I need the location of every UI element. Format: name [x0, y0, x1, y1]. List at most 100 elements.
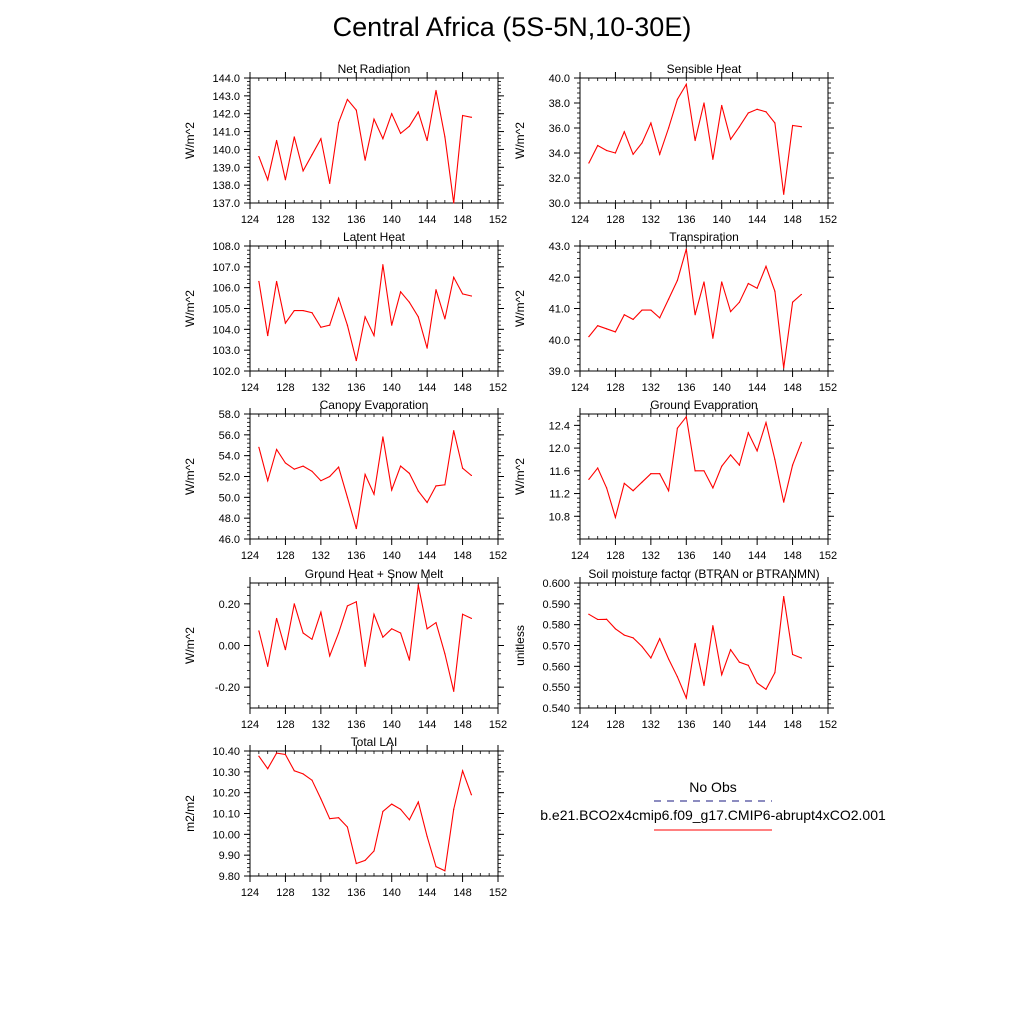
- x-tick-label: 124: [241, 719, 259, 731]
- data-point: [426, 347, 428, 349]
- y-tick-label: 0.560: [542, 661, 570, 673]
- data-point: [284, 462, 287, 464]
- x-tick-label: 152: [489, 214, 507, 226]
- data-point: [712, 487, 714, 489]
- x-tick-label: 140: [383, 214, 401, 226]
- data-point: [614, 152, 617, 154]
- series-line: [588, 415, 802, 520]
- y-tick-label: 140.0: [212, 144, 240, 156]
- data-point: [426, 501, 428, 504]
- panel-title: Net Radiation: [338, 62, 411, 76]
- y-tick-label: 54.0: [219, 451, 240, 463]
- panel-title: Total LAI: [351, 735, 398, 749]
- data-point: [721, 674, 723, 676]
- data-point: [783, 595, 785, 598]
- data-point: [408, 659, 411, 661]
- data-point: [373, 493, 375, 495]
- panel-transpiration: Transpiration W/m^2 124 128 132 136 140 144 148 1…: [513, 230, 837, 394]
- series-line: [258, 752, 472, 872]
- data-point: [355, 109, 357, 111]
- data-point: [444, 870, 446, 872]
- data-point: [337, 466, 340, 468]
- x-tick-label: 136: [677, 719, 695, 731]
- data-point: [302, 632, 304, 634]
- data-point: [284, 753, 287, 756]
- data-point: [774, 290, 776, 292]
- y-tick-label: 58.0: [219, 409, 240, 421]
- data-point: [275, 752, 278, 754]
- data-point: [426, 628, 428, 630]
- y-axis-label: m2/m2: [183, 795, 197, 832]
- y-axis-label: W/m^2: [183, 458, 197, 495]
- x-tick-label: 124: [241, 887, 259, 899]
- x-tick-label: 144: [748, 719, 766, 731]
- panel-title: Ground Heat + Snow Melt: [305, 567, 444, 581]
- data-point: [605, 328, 608, 330]
- panel-title: Ground Evaporation: [650, 398, 757, 412]
- data-point: [311, 154, 313, 156]
- data-point: [783, 193, 785, 195]
- data-point: [614, 331, 617, 333]
- data-point: [399, 291, 402, 293]
- data-point: [302, 309, 304, 312]
- x-tick-label: 140: [713, 382, 731, 394]
- panel-sensible-heat: Sensible Heat W/m^2 124 128 132 136 140 144 148 1…: [513, 62, 837, 226]
- data-point: [337, 297, 340, 299]
- data-point: [258, 155, 260, 158]
- x-tick-label: 140: [713, 550, 731, 562]
- data-point: [756, 108, 758, 110]
- data-point: [765, 421, 767, 424]
- data-point: [444, 318, 446, 320]
- data-point: [258, 630, 260, 632]
- data-point: [267, 334, 269, 337]
- data-point: [355, 601, 357, 603]
- y-axis-label: W/m^2: [513, 122, 527, 159]
- data-point: [800, 441, 803, 444]
- data-point: [320, 611, 322, 613]
- y-axis-label: unitless: [513, 625, 527, 666]
- y-tick-label: 0.540: [542, 703, 570, 715]
- data-point: [444, 484, 446, 486]
- y-tick-label: 39.0: [549, 366, 570, 378]
- data-point: [791, 653, 794, 656]
- data-point: [293, 468, 295, 470]
- data-point: [659, 153, 661, 155]
- data-point: [302, 465, 304, 467]
- y-tick-label: 142.0: [212, 109, 240, 121]
- data-point: [355, 527, 357, 530]
- y-tick-label: 10.40: [212, 746, 240, 758]
- panel-net-radiation: Net Radiation W/m^2 124 128 132 136 140 144 148 1…: [183, 62, 507, 226]
- data-point: [729, 454, 732, 456]
- x-tick-label: 148: [453, 550, 471, 562]
- data-point: [470, 617, 473, 620]
- x-tick-label: 148: [453, 214, 471, 226]
- y-tick-label: 10.30: [212, 767, 240, 779]
- data-point: [623, 634, 625, 636]
- data-point: [461, 293, 464, 295]
- data-point: [597, 467, 599, 469]
- y-axis-label: W/m^2: [183, 290, 197, 327]
- y-tick-label: 141.0: [212, 127, 240, 139]
- data-point: [800, 657, 803, 659]
- x-tick-label: 136: [347, 382, 365, 394]
- data-point: [685, 697, 687, 699]
- y-tick-label: 10.10: [212, 809, 240, 821]
- data-point: [588, 478, 590, 480]
- data-point: [765, 688, 767, 690]
- x-tick-label: 152: [819, 214, 837, 226]
- x-tick-label: 148: [783, 382, 801, 394]
- data-point: [337, 122, 340, 124]
- y-tick-label: 36.0: [549, 123, 570, 135]
- data-point: [738, 661, 741, 663]
- x-tick-label: 124: [241, 550, 259, 562]
- data-point: [703, 684, 705, 687]
- data-point: [774, 671, 776, 674]
- x-tick-label: 128: [276, 719, 294, 731]
- data-point: [765, 111, 767, 113]
- data-point: [650, 473, 652, 475]
- data-point: [623, 314, 625, 316]
- data-point: [729, 649, 732, 651]
- data-point: [694, 139, 696, 142]
- data-point: [632, 318, 634, 321]
